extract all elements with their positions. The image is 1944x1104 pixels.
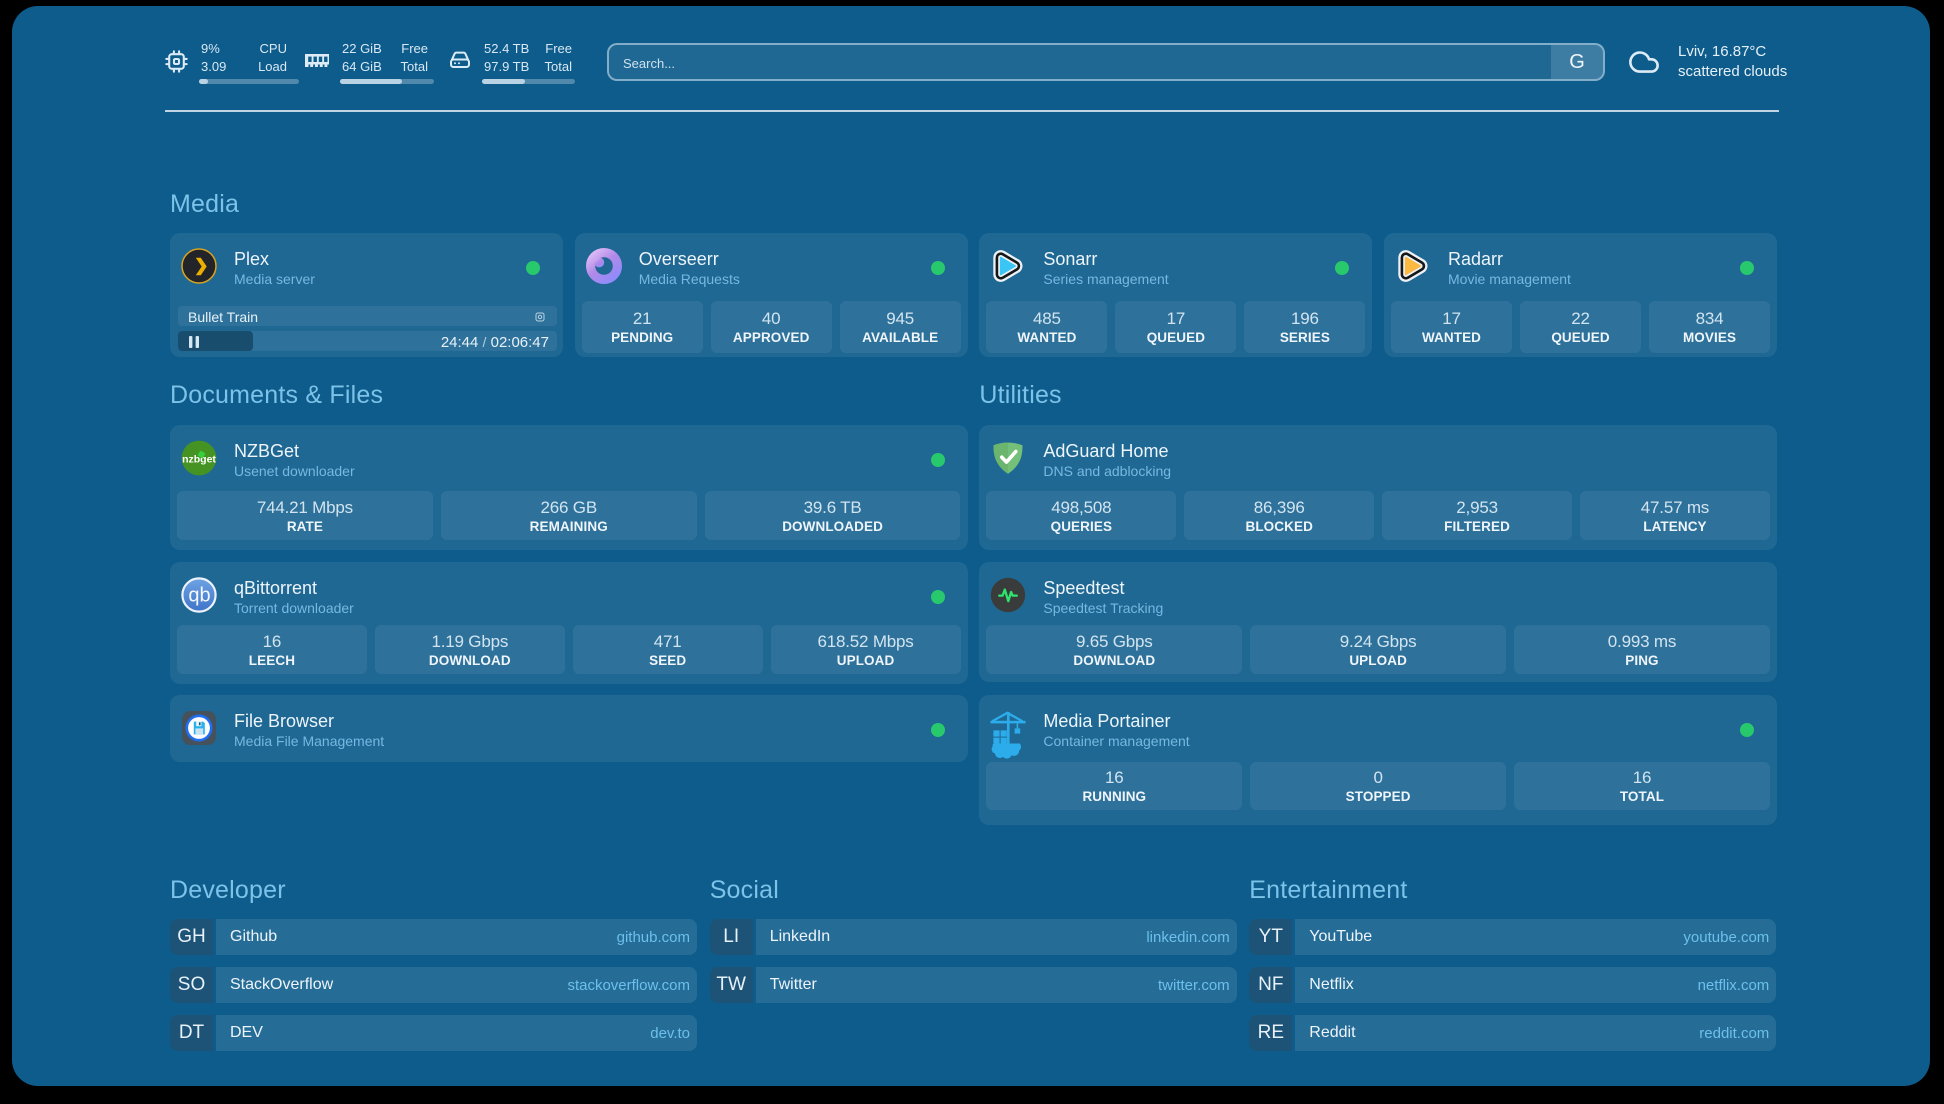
svg-text:qb: qb <box>188 585 210 607</box>
svg-text:nzbget: nzbget <box>182 454 216 466</box>
